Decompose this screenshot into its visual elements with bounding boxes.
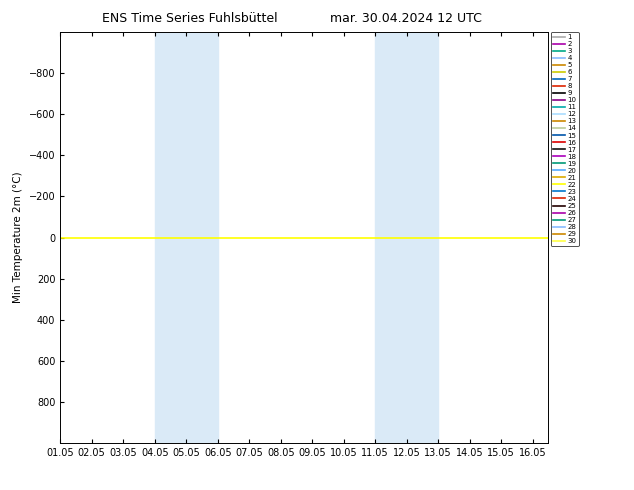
Text: mar. 30.04.2024 12 UTC: mar. 30.04.2024 12 UTC xyxy=(330,12,482,25)
Bar xyxy=(155,32,217,443)
Text: ENS Time Series Fuhlsbüttel: ENS Time Series Fuhlsbüttel xyxy=(102,12,278,25)
Bar xyxy=(375,32,438,443)
Y-axis label: Min Temperature 2m (°C): Min Temperature 2m (°C) xyxy=(13,172,23,303)
Legend: 1, 2, 3, 4, 5, 6, 7, 8, 9, 10, 11, 12, 13, 14, 15, 16, 17, 18, 19, 20, 21, 22, 2: 1, 2, 3, 4, 5, 6, 7, 8, 9, 10, 11, 12, 1… xyxy=(551,32,579,246)
